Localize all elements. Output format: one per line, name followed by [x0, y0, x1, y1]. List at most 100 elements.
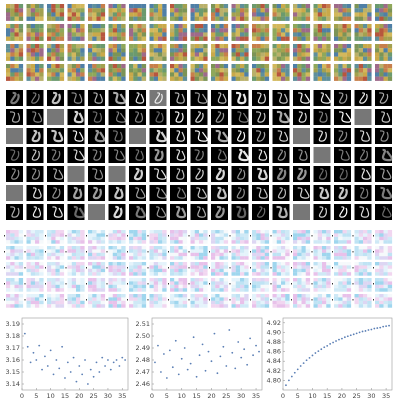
tile-cell — [281, 8, 286, 13]
filter-tile — [231, 64, 249, 81]
tile-cell — [240, 36, 245, 41]
tile-cell — [281, 68, 286, 73]
tile-cell — [383, 240, 388, 244]
x-tick-label: 25 — [222, 392, 230, 400]
tile-cell — [112, 233, 118, 237]
tile-cell — [35, 48, 40, 53]
tile-cell — [203, 28, 208, 33]
tile-cell — [313, 288, 318, 292]
tile-cell — [322, 281, 327, 285]
tile-cell — [6, 64, 11, 69]
tile-cell — [199, 265, 204, 269]
tile-cell — [272, 288, 277, 292]
tile-cell — [117, 28, 122, 33]
tile-cell — [338, 36, 343, 41]
tile-cell — [293, 230, 298, 234]
tile-cell — [215, 52, 220, 57]
tile-cell — [162, 12, 167, 17]
tile-cell — [190, 252, 195, 257]
tile-cell — [211, 8, 216, 13]
tile-cell — [326, 246, 331, 250]
tile-cell — [137, 256, 142, 260]
tile-cell — [153, 64, 159, 69]
tile-cell — [334, 230, 339, 234]
tile-cell — [346, 278, 352, 282]
tile-cell — [235, 8, 241, 13]
tile-cell — [178, 28, 183, 33]
tile-cell — [67, 281, 72, 285]
tile-cell — [30, 32, 36, 37]
tile-cell — [112, 68, 118, 73]
digit-stroke — [217, 92, 227, 104]
tile-cell — [178, 249, 183, 253]
tile-cell — [51, 56, 56, 61]
digit-stroke — [31, 129, 41, 143]
tile-cell — [235, 230, 241, 234]
tile-cell — [338, 52, 343, 57]
tile-cell — [182, 249, 188, 253]
tile-cell — [35, 44, 40, 49]
weight-tile — [6, 230, 24, 244]
tile-cell — [256, 300, 261, 305]
tile-cell — [6, 278, 11, 282]
tile-cell — [363, 246, 368, 250]
tile-cell — [322, 44, 327, 49]
tile-cell — [354, 262, 359, 266]
tile-cell — [305, 252, 311, 257]
tile-dot — [45, 283, 46, 285]
tile-cell — [199, 272, 204, 276]
tile-cell — [211, 16, 216, 21]
filter-tile — [272, 44, 290, 61]
tile-cell — [133, 16, 138, 21]
tile-cell — [100, 28, 106, 33]
tile-cell — [112, 16, 118, 21]
tile-cell — [211, 4, 216, 9]
tile-cell — [322, 252, 327, 257]
tile-cell — [174, 72, 179, 77]
tile-cell — [240, 278, 245, 282]
tile-cell — [199, 48, 204, 53]
tile-cell — [59, 284, 65, 289]
tile-cell — [100, 230, 106, 234]
tile-cell — [117, 233, 122, 237]
tile-cell — [293, 72, 298, 77]
tile-cell — [190, 56, 195, 61]
tile-cell — [293, 304, 298, 308]
tile-cell — [322, 265, 327, 269]
digit-stroke — [51, 149, 61, 161]
tile-cell — [358, 32, 364, 37]
tile-cell — [121, 72, 126, 77]
tile-cell — [190, 272, 195, 276]
tile-cell — [354, 36, 359, 41]
tile-cell — [35, 4, 40, 9]
tile-cell — [211, 304, 216, 308]
tile-cell — [301, 12, 306, 17]
tile-dot — [352, 267, 354, 269]
tile-cell — [252, 32, 257, 37]
tile-cell — [387, 262, 393, 266]
tile-cell — [108, 294, 113, 298]
tile-cell — [14, 262, 19, 266]
tile-cell — [256, 44, 261, 49]
tile-cell — [14, 4, 19, 9]
tile-cell — [317, 278, 323, 282]
tile-cell — [358, 236, 364, 241]
data-point — [98, 371, 101, 373]
tile-cell — [108, 268, 113, 273]
weight-tile — [313, 278, 331, 292]
filter-tile — [108, 44, 126, 61]
tile-cell — [162, 36, 167, 41]
tile-cell — [76, 297, 81, 301]
tile-cell — [112, 262, 118, 266]
tile-cell — [211, 300, 216, 305]
tile-cell — [174, 288, 179, 292]
tile-cell — [35, 272, 40, 276]
tile-cell — [14, 36, 19, 41]
tile-cell — [240, 256, 245, 260]
tile-cell — [67, 68, 72, 73]
tile-cell — [199, 64, 204, 69]
tile-cell — [47, 256, 52, 260]
tile-dot — [311, 251, 313, 253]
tile-cell — [112, 36, 118, 41]
tile-cell — [117, 24, 122, 29]
